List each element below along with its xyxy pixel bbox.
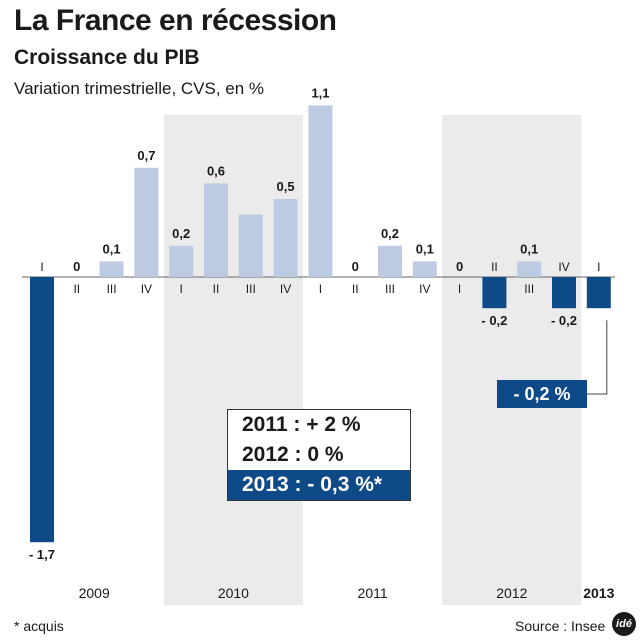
bar-4 [169, 245, 194, 277]
year-band-2012 [442, 115, 582, 605]
value-label-10: 0,2 [381, 226, 399, 241]
value-label-0: - 1,7 [29, 547, 55, 562]
quarter-label-8: I [319, 282, 322, 296]
summary-2012: 2012 : 0 % [242, 443, 344, 466]
quarter-label-11: IV [419, 282, 430, 296]
year-label-2011: 2011 [358, 585, 388, 601]
quarter-label-3: IV [141, 282, 152, 296]
bar-5 [204, 183, 228, 277]
quarter-label-16: I [597, 260, 600, 274]
quarter-label-2: III [107, 282, 117, 296]
bar-7 [273, 199, 298, 277]
bar-16 [586, 277, 611, 309]
value-label-12: 0 [456, 259, 463, 274]
quarter-label-13: II [491, 260, 498, 274]
quarter-label-1: II [73, 282, 80, 296]
year-band-2010 [163, 115, 303, 605]
bar-11 [412, 261, 437, 277]
summary-2013: 2013 : - 0,3 %* [228, 470, 410, 500]
quarter-label-5: II [213, 282, 220, 296]
value-label-1: 0 [73, 259, 80, 274]
year-label-2013: 2013 [583, 585, 614, 601]
year-label-2010: 2010 [218, 585, 249, 601]
chart-caption: Variation trimestrielle, CVS, en % [14, 79, 265, 98]
quarter-label-14: III [524, 282, 534, 296]
value-label-9: 0 [352, 259, 359, 274]
source-label: Source : Insee [515, 618, 606, 634]
chart-title: La France en récession [14, 4, 337, 37]
chart-subtitle: Croissance du PIB [14, 46, 200, 69]
bar-2 [99, 261, 124, 277]
quarter-label-6: III [246, 282, 256, 296]
annual-summary-box: 2011 : + 2 % 2012 : 0 % 2013 : - 0,3 %* [227, 409, 411, 501]
quarter-label-12: I [458, 282, 461, 296]
bar-14 [517, 261, 542, 277]
bar-15 [552, 277, 576, 309]
bar-13 [482, 277, 507, 309]
bar-0 [30, 277, 54, 543]
value-label-15: - 0,2 [551, 313, 577, 328]
quarter-label-15: IV [558, 260, 569, 274]
quarter-label-0: I [40, 260, 43, 274]
bar-6 [238, 214, 263, 277]
quarter-label-4: I [180, 282, 183, 296]
value-label-2: 0,1 [103, 241, 121, 256]
year-label-2009: 2009 [79, 585, 110, 601]
bar-10 [378, 245, 402, 277]
footnote: * acquis [14, 618, 64, 634]
value-label-14: 0,1 [520, 241, 538, 256]
value-label-3: 0,7 [137, 148, 155, 163]
value-label-13: - 0,2 [481, 313, 507, 328]
summary-2011: 2011 : + 2 % [242, 413, 361, 436]
bar-8 [308, 105, 333, 278]
value-label-7: 0,5 [277, 179, 295, 194]
value-label-8: 1,1 [311, 85, 329, 100]
value-label-4: 0,2 [172, 226, 190, 241]
value-label-11: 0,1 [416, 241, 434, 256]
latest-quarter-callout: - 0,2 % [497, 380, 587, 408]
quarter-label-7: IV [280, 282, 291, 296]
quarter-label-9: II [352, 282, 359, 296]
publisher-logo: idé [612, 612, 636, 636]
quarter-label-10: III [385, 282, 395, 296]
callout-connector [587, 320, 608, 395]
year-label-2012: 2012 [496, 585, 527, 601]
value-label-5: 0,6 [207, 163, 225, 178]
bar-3 [134, 167, 159, 277]
